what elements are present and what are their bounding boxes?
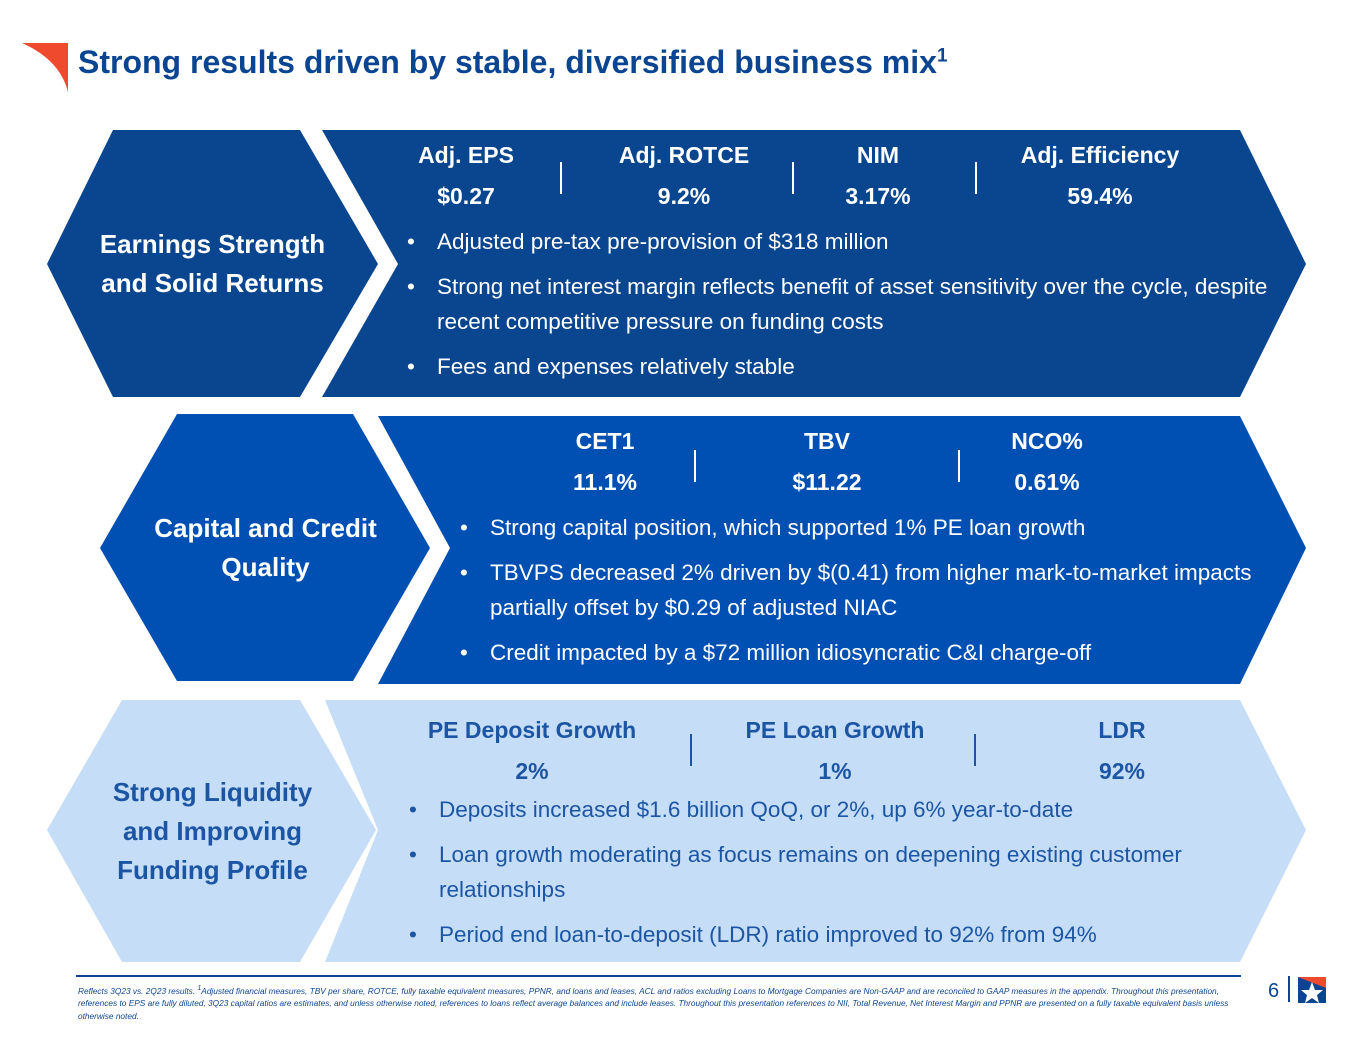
metric-value: 92% — [1098, 758, 1146, 784]
metric-name: NCO% — [1011, 428, 1083, 454]
metric-pe-deposit-growth: PE Deposit Growth 2% — [412, 717, 652, 785]
footer-divider — [76, 975, 1241, 977]
metric-value: $11.22 — [792, 469, 862, 495]
metric-value: 59.4% — [1067, 183, 1133, 209]
metric-name: PE Loan Growth — [745, 717, 925, 743]
bullet-item: Period end loan-to-deposit (LDR) ratio i… — [409, 917, 1239, 952]
capital-bullets: Strong capital position, which supported… — [460, 510, 1290, 680]
brand-star-logo — [1298, 977, 1326, 1003]
brand-corner-logo — [22, 43, 68, 92]
metric-name: TBV — [804, 428, 850, 454]
metric-divider — [560, 162, 562, 194]
page-number: 6 — [1268, 980, 1280, 1002]
bullet-item: Fees and expenses relatively stable — [407, 349, 1277, 384]
metric-name: Adj. EPS — [418, 142, 514, 168]
page-number-divider — [1288, 976, 1290, 1002]
bullet-item: TBVPS decreased 2% driven by $(0.41) fro… — [460, 555, 1290, 625]
metric-value: 11.1% — [573, 469, 637, 495]
bullet-item: Deposits increased $1.6 billion QoQ, or … — [409, 792, 1239, 827]
metric-nco: NCO% 0.61% — [927, 428, 1167, 496]
metric-divider — [694, 450, 696, 482]
bullet-item: Credit impacted by a $72 million idiosyn… — [460, 635, 1290, 670]
metric-value: 9.2% — [657, 183, 711, 209]
metric-nim: NIM 3.17% — [758, 142, 998, 210]
metric-adj-efficiency: Adj. Efficiency 59.4% — [980, 142, 1220, 210]
earnings-bullets: Adjusted pre-tax pre-provision of $318 m… — [407, 224, 1277, 394]
metric-value: $0.27 — [437, 183, 495, 209]
metric-name: Adj. ROTCE — [618, 142, 750, 168]
bullet-item: Adjusted pre-tax pre-provision of $318 m… — [407, 224, 1277, 259]
liquidity-bullets: Deposits increased $1.6 billion QoQ, or … — [409, 792, 1239, 962]
metric-name: PE Deposit Growth — [427, 717, 637, 743]
metric-value: 3.17% — [845, 183, 911, 209]
metric-value: 2% — [515, 758, 549, 784]
footnote-text-b: Adjusted financial measures, TBV per sha… — [78, 985, 1229, 1021]
footnote: Reflects 3Q23 vs. 2Q23 results. 1Adjuste… — [78, 983, 1238, 1022]
bullet-item: Strong capital position, which supported… — [460, 510, 1290, 545]
hex-capital — [100, 414, 430, 681]
metric-adj-rotce: Adj. ROTCE 9.2% — [564, 142, 804, 210]
metric-divider — [974, 734, 976, 766]
section-label-earnings: Earnings Strength and Solid Returns — [99, 228, 326, 298]
title-text: Strong results driven by stable, diversi… — [78, 44, 937, 80]
hex-liquidity — [47, 700, 376, 962]
metric-cet1: CET1 11.1% — [485, 428, 725, 496]
metric-divider — [975, 162, 977, 194]
footnote-text-a: Reflects 3Q23 vs. 2Q23 results. — [78, 985, 198, 996]
metric-ldr: LDR 92% — [1002, 717, 1242, 785]
metric-name: Adj. Efficiency — [1020, 142, 1180, 168]
metric-name: LDR — [1098, 717, 1146, 743]
metric-value: 0.61% — [1014, 469, 1080, 495]
metric-divider — [792, 162, 794, 194]
metric-name: NIM — [856, 142, 900, 168]
section-label-liquidity: Strong Liquidity and Improving Funding P… — [112, 776, 313, 885]
metric-pe-loan-growth: PE Loan Growth 1% — [715, 717, 955, 785]
metric-value: 1% — [818, 758, 852, 784]
metric-divider — [958, 450, 960, 482]
metric-adj-eps: Adj. EPS $0.27 — [346, 142, 586, 210]
page-title: Strong results driven by stable, diversi… — [78, 44, 948, 81]
metric-name: CET1 — [575, 428, 635, 454]
footnote-mark: 1 — [197, 985, 202, 992]
metric-tbv: TBV $11.22 — [707, 428, 947, 496]
hex-earnings — [47, 130, 378, 397]
bullet-item: Strong net interest margin reflects bene… — [407, 269, 1277, 339]
section-label-capital: Capital and Credit Quality — [154, 512, 377, 582]
title-footnote-mark: 1 — [936, 45, 948, 67]
bullet-item: Loan growth moderating as focus remains … — [409, 837, 1239, 907]
metric-divider — [690, 734, 692, 766]
